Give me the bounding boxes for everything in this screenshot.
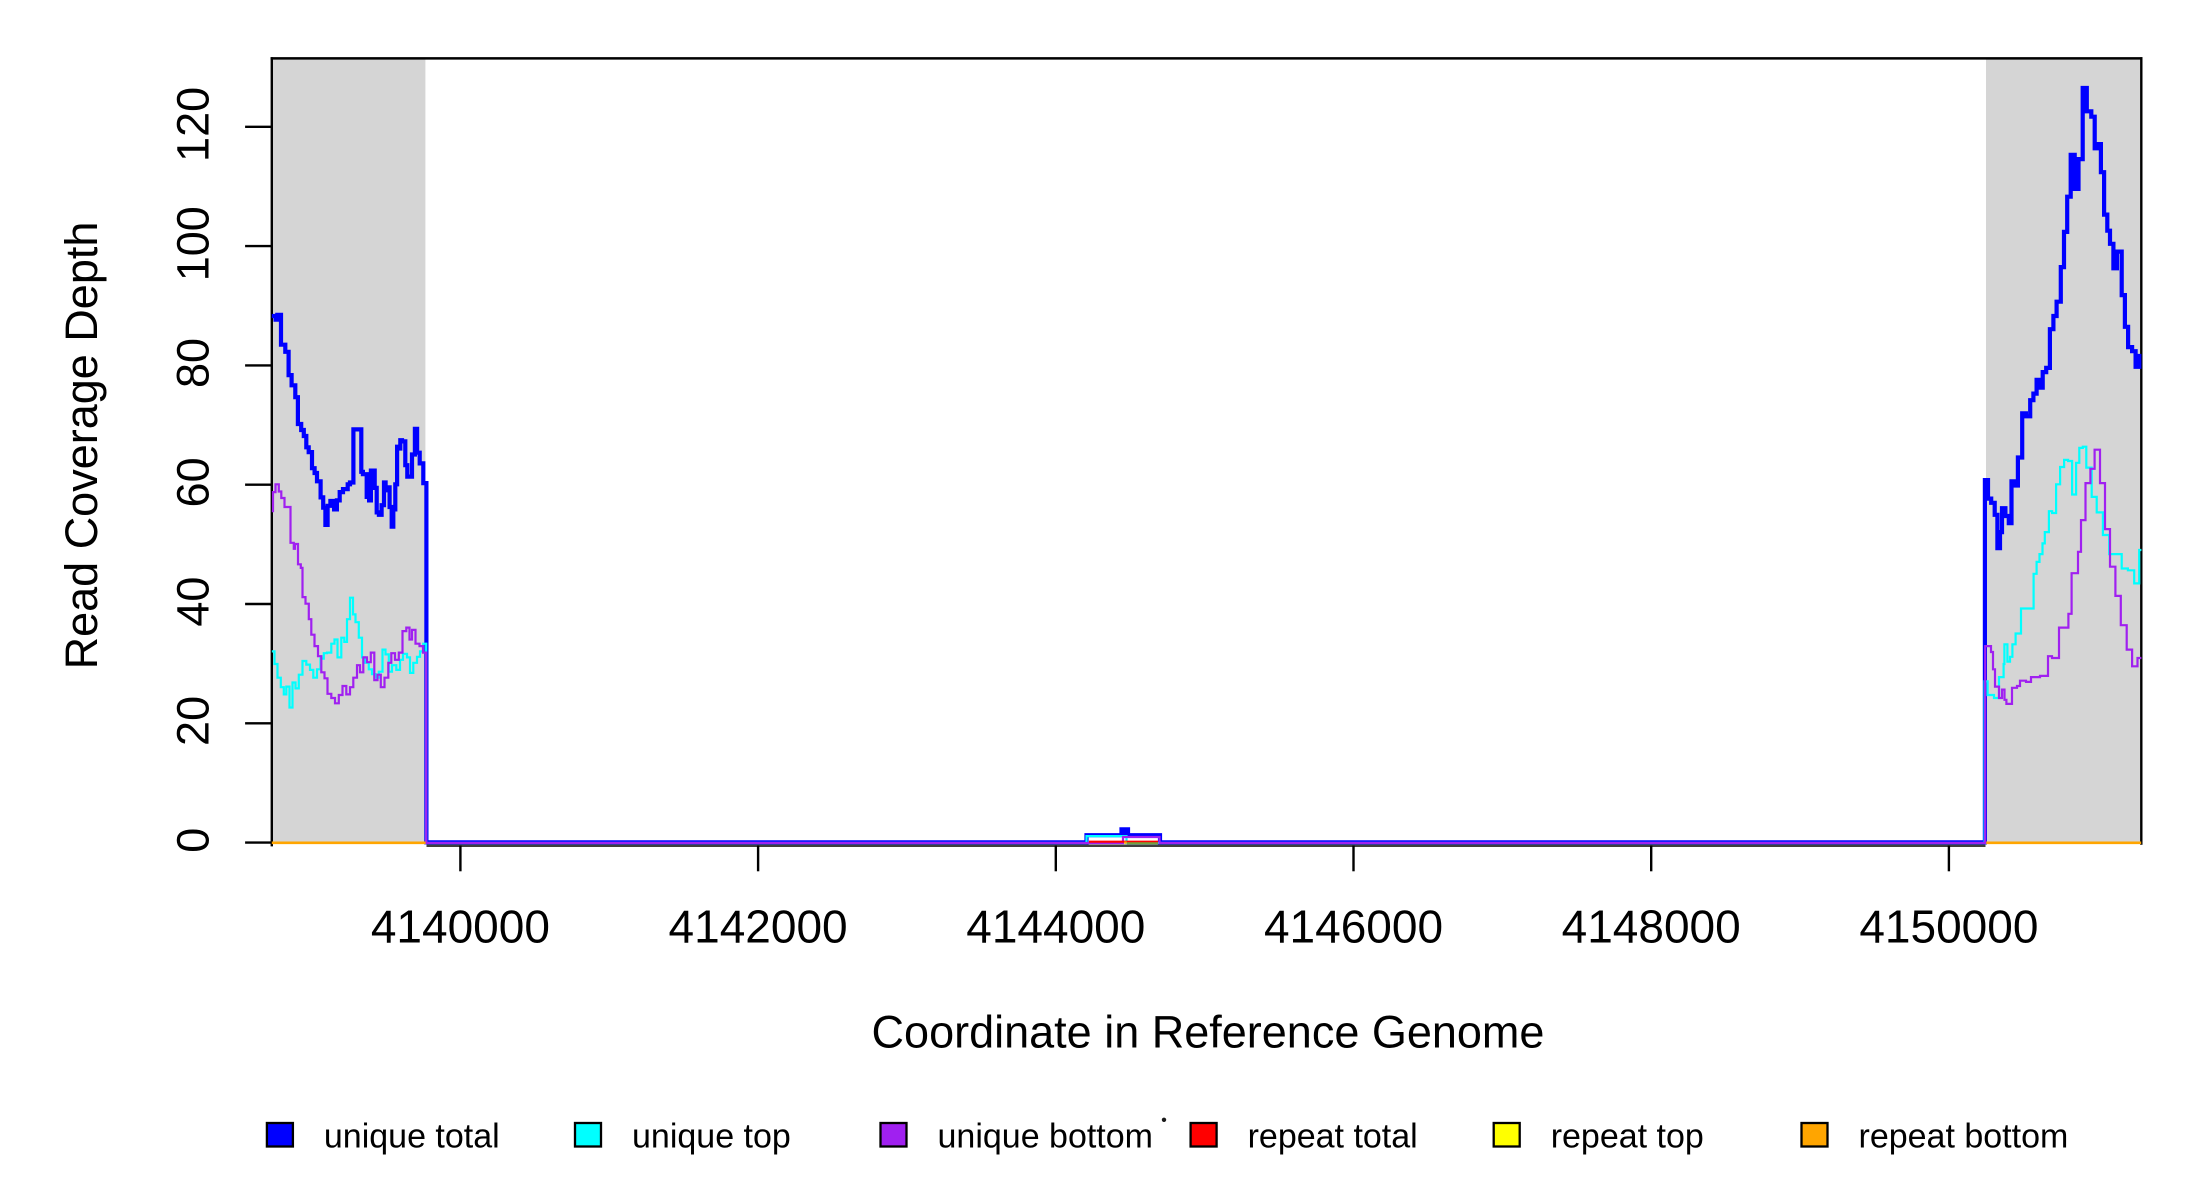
svg-text:unique total: unique total (324, 1118, 500, 1156)
svg-text:40: 40 (168, 577, 219, 627)
svg-text:repeat total: repeat total (1248, 1118, 1418, 1156)
svg-text:Coordinate in Reference Genome: Coordinate in Reference Genome (872, 1007, 1545, 1058)
svg-text:20: 20 (168, 696, 219, 746)
svg-text:unique top: unique top (632, 1118, 791, 1156)
svg-text:4148000: 4148000 (1562, 901, 1741, 953)
svg-text:60: 60 (168, 457, 219, 507)
svg-text:repeat top: repeat top (1551, 1118, 1704, 1156)
svg-text:4142000: 4142000 (669, 901, 848, 953)
svg-text:4140000: 4140000 (371, 901, 550, 953)
svg-text:80: 80 (168, 338, 219, 388)
svg-text:unique bottom: unique bottom (938, 1118, 1154, 1156)
svg-text:4146000: 4146000 (1264, 901, 1443, 953)
svg-text:Read Coverage Depth: Read Coverage Depth (56, 222, 107, 670)
svg-text:0: 0 (168, 828, 219, 853)
svg-text:100: 100 (168, 206, 219, 281)
svg-text:repeat bottom: repeat bottom (1859, 1118, 2069, 1156)
svg-text:4144000: 4144000 (966, 901, 1145, 953)
svg-text:120: 120 (168, 87, 219, 162)
svg-text:4150000: 4150000 (1859, 901, 2038, 953)
